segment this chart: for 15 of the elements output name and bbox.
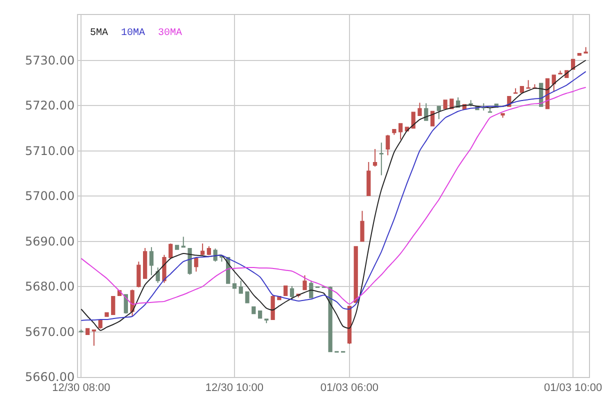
y-tick-label: 5700.00	[24, 189, 75, 204]
y-tick-label: 5680.00	[24, 280, 75, 294]
x-tick-label: 01/03 06:00	[320, 382, 379, 394]
x-tick-label: 12/30 10:00	[205, 382, 264, 394]
y-tick-label: 5720.00	[24, 98, 75, 113]
y-tick-label: 5710.00	[24, 144, 75, 158]
y-tick-label: 5660.00	[24, 370, 75, 384]
x-tick-label: 12/30 08:00	[52, 382, 110, 394]
y-tick-label: 5730.00	[24, 53, 75, 68]
y-tick-label: 5670.00	[24, 324, 75, 339]
text: 30MA	[158, 28, 182, 39]
x-tick-label: 01/03 10:00	[544, 382, 602, 394]
text: 5MA	[90, 28, 108, 39]
text: 10MA	[121, 28, 146, 39]
y-tick-label: 5690.00	[24, 234, 75, 248]
